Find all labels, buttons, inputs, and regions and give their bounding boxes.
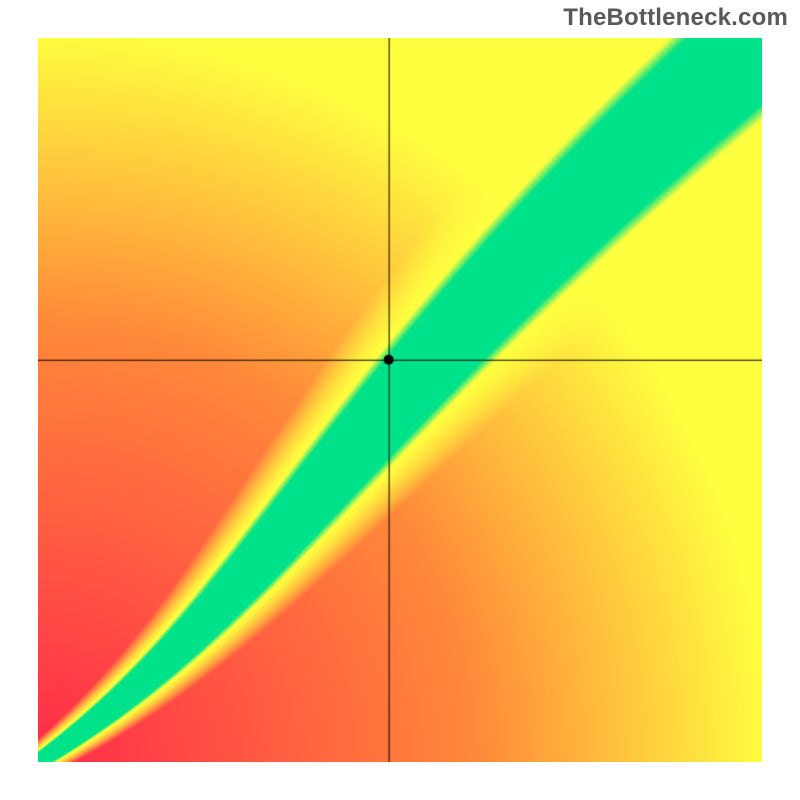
- watermark-text: TheBottleneck.com: [563, 4, 788, 32]
- heatmap-canvas: [38, 38, 762, 762]
- bottleneck-heatmap: [38, 38, 762, 762]
